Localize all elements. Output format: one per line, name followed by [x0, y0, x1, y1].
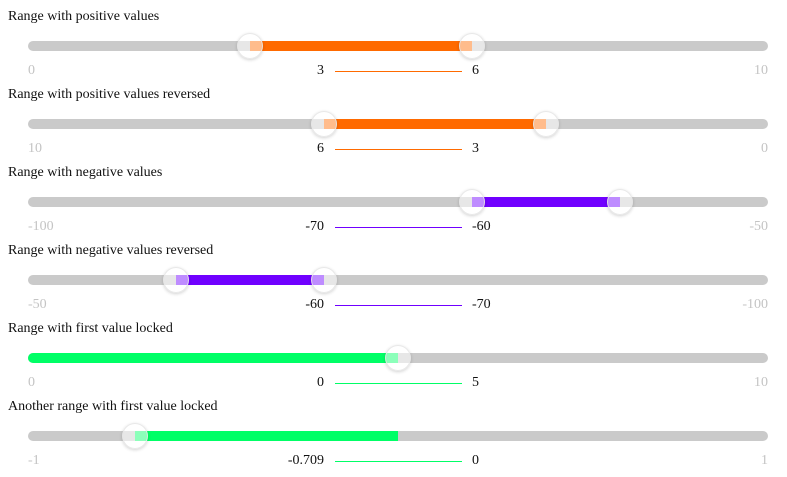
slider-thumb-handle[interactable]: [311, 267, 337, 293]
max-label: 10: [754, 375, 768, 390]
value1-label: -70: [305, 219, 324, 234]
slider-track[interactable]: [28, 33, 768, 59]
slider-row-positive-reversed: Range with positive values reversed 10 6…: [0, 78, 787, 156]
max-label: 1: [761, 453, 768, 468]
value-connector-line: [335, 305, 462, 306]
value2-label: -60: [472, 219, 491, 234]
value2-label: -70: [472, 297, 491, 312]
max-label: 10: [754, 63, 768, 78]
slider-row-negative-reversed: Range with negative values reversed -50 …: [0, 234, 787, 312]
value2-label: 5: [472, 375, 479, 390]
value1-label: -60: [305, 297, 324, 312]
slider-thumb-handle[interactable]: [311, 111, 337, 137]
min-label: 10: [28, 141, 42, 156]
value1-label: 3: [317, 63, 324, 78]
value-connector-line: [335, 71, 462, 72]
min-label: 0: [28, 375, 35, 390]
min-label: -1: [28, 453, 40, 468]
slider-track[interactable]: [28, 111, 768, 137]
slider-thumb-handle[interactable]: [385, 345, 411, 371]
slider-thumb-handle[interactable]: [607, 189, 633, 215]
slider-thumb-handle[interactable]: [163, 267, 189, 293]
slider-thumb-handle[interactable]: [459, 33, 485, 59]
max-label: -50: [749, 219, 768, 234]
slider-fill: [324, 119, 546, 129]
slider-track[interactable]: [28, 267, 768, 293]
value-connector-line: [335, 149, 462, 150]
slider-track[interactable]: [28, 423, 768, 449]
slider-title: Range with positive values: [8, 9, 160, 24]
slider-thumb-handle[interactable]: [459, 189, 485, 215]
slider-title: Range with negative values reversed: [8, 243, 214, 258]
value2-label: 0: [472, 453, 479, 468]
slider-row-first-locked: Range with first value locked 0 0 5 10: [0, 312, 787, 390]
slider-fill: [135, 431, 398, 441]
slider-thumb-handle[interactable]: [122, 423, 148, 449]
max-label: -100: [742, 297, 768, 312]
value2-label: 3: [472, 141, 479, 156]
slider-track[interactable]: [28, 189, 768, 215]
slider-thumb-handle[interactable]: [533, 111, 559, 137]
slider-title: Range with negative values: [8, 165, 163, 180]
value-connector-line: [335, 383, 462, 384]
slider-fill: [28, 353, 398, 363]
min-label: -50: [28, 297, 47, 312]
min-label: -100: [28, 219, 54, 234]
slider-row-negative: Range with negative values -100 -70 -60 …: [0, 156, 787, 234]
value1-label: 6: [317, 141, 324, 156]
slider-row-another-first-locked: Another range with first value locked -1…: [0, 390, 787, 468]
slider-row-positive: Range with positive values 0 3 6 10: [0, 0, 787, 78]
slider-fill: [472, 197, 620, 207]
slider-track[interactable]: [28, 345, 768, 371]
slider-thumb-handle[interactable]: [237, 33, 263, 59]
value-connector-line: [335, 227, 462, 228]
slider-title: Another range with first value locked: [8, 399, 218, 414]
slider-fill: [176, 275, 324, 285]
value1-label: 0: [317, 375, 324, 390]
value1-label: -0.709: [287, 453, 324, 468]
value2-label: 6: [472, 63, 479, 78]
max-label: 0: [761, 141, 768, 156]
slider-title: Range with positive values reversed: [8, 87, 211, 102]
slider-fill: [250, 41, 472, 51]
slider-title: Range with first value locked: [8, 321, 173, 336]
value-connector-line: [335, 461, 462, 462]
min-label: 0: [28, 63, 35, 78]
